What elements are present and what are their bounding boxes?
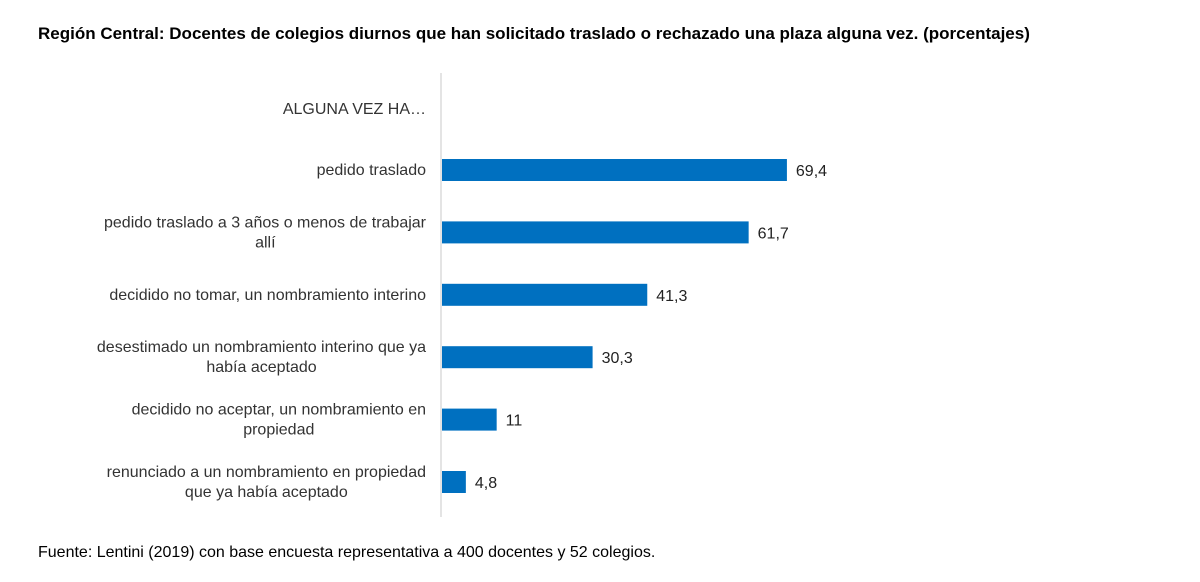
chart-title: Región Central: Docentes de colegios diu… <box>38 24 1030 43</box>
category-label: allí <box>255 234 276 251</box>
group-header: ALGUNA VEZ HA… <box>283 101 426 118</box>
bar <box>442 408 497 431</box>
data-label: 11 <box>506 413 523 430</box>
bar <box>442 159 787 181</box>
category-label: decidido no aceptar, un nombramiento en <box>132 402 426 419</box>
category-label: pedido traslado a 3 años o menos de trab… <box>104 214 427 231</box>
category-label: pedido traslado <box>317 162 427 179</box>
data-label: 61,7 <box>758 225 789 242</box>
source-note: Fuente: Lentini (2019) con base encuesta… <box>38 544 656 561</box>
category-label: decidido no tomar, un nombramiento inter… <box>109 287 426 304</box>
bar <box>442 283 648 306</box>
data-label: 41,3 <box>656 288 687 305</box>
category-label: propiedad <box>243 422 314 439</box>
data-label: 69,4 <box>796 163 827 180</box>
data-label: 30,3 <box>602 350 633 367</box>
category-label: renunciado a un nombramiento en propieda… <box>107 464 426 481</box>
category-label: había aceptado <box>206 359 316 376</box>
bar <box>442 221 749 244</box>
bar <box>442 471 466 493</box>
data-label: 4,8 <box>475 475 497 492</box>
category-label: que ya había aceptado <box>185 484 348 501</box>
category-label: desestimado un nombramiento interino que… <box>97 339 426 356</box>
bar <box>442 346 593 369</box>
